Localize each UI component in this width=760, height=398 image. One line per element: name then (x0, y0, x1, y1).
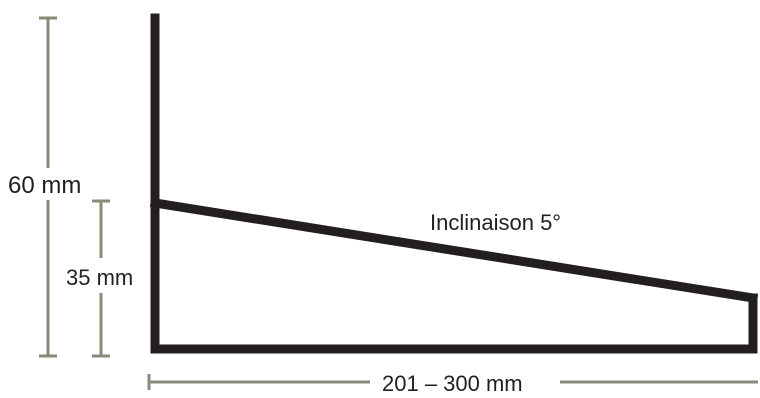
length-label: 201 – 300 mm (382, 371, 523, 396)
height-low-label: 35 mm (66, 265, 133, 290)
ramp-slope-line (149, 197, 759, 304)
dimension-60mm (39, 16, 57, 358)
height-total-label: 60 mm (8, 172, 81, 199)
dimension-35mm (92, 199, 110, 358)
ramp-outline (150, 13, 758, 354)
incline-label: Inclinaison 5° (430, 210, 561, 235)
dimension-length (147, 374, 758, 390)
